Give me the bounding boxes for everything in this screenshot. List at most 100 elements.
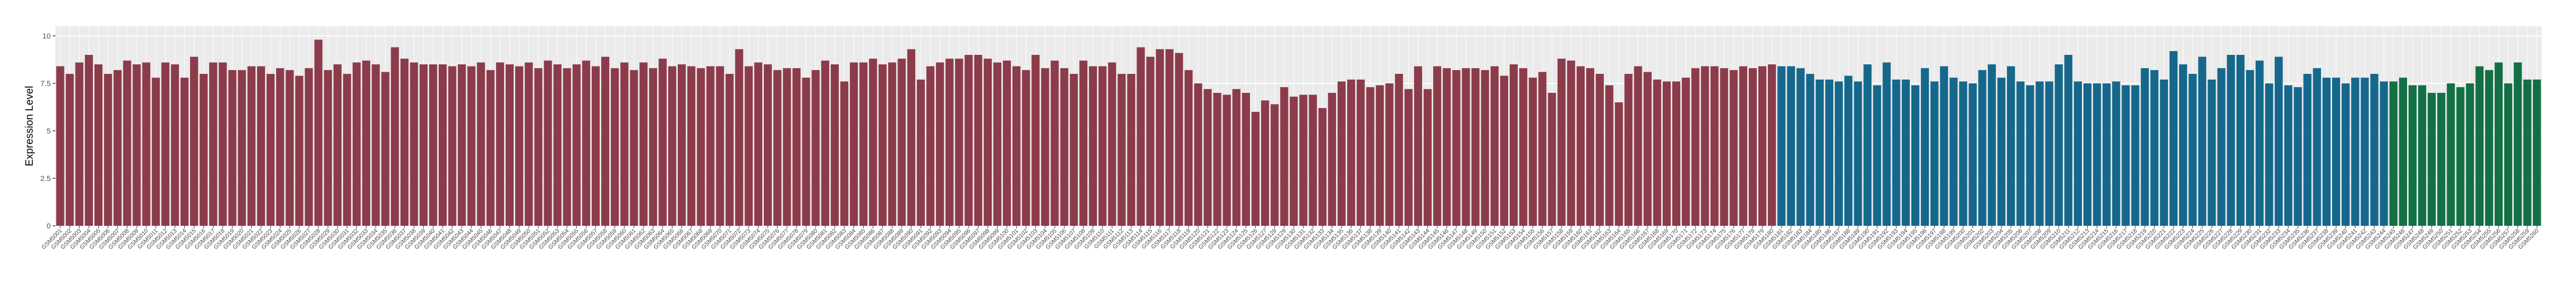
bar (1519, 68, 1528, 226)
bar (2103, 83, 2111, 226)
bar (2035, 81, 2044, 226)
bar (190, 56, 198, 226)
bar (677, 64, 686, 226)
bar (1088, 66, 1097, 226)
bar (1481, 70, 1489, 226)
bar (1271, 104, 1279, 226)
bar (1930, 81, 1939, 226)
bar (486, 70, 495, 226)
bar (1720, 68, 1728, 226)
bar (1261, 100, 1270, 226)
bar (639, 62, 648, 226)
bar (247, 66, 255, 226)
bar (2514, 62, 2522, 226)
bar (2466, 83, 2474, 226)
bar (1882, 62, 1891, 226)
bar (974, 55, 982, 226)
bar (725, 74, 734, 226)
bar (630, 70, 638, 226)
bar (983, 59, 992, 226)
bar (687, 66, 696, 226)
bar (811, 70, 820, 226)
bar (266, 74, 275, 226)
bar (2399, 78, 2407, 226)
bar (2370, 74, 2379, 226)
bar (945, 59, 954, 226)
bar (1031, 55, 1040, 226)
bar (1232, 89, 1240, 226)
bar (821, 60, 829, 226)
bar (1653, 79, 1661, 226)
bar (1863, 64, 1872, 226)
bar (2418, 85, 2427, 226)
bar (1825, 79, 1834, 226)
bar (1682, 78, 1690, 226)
bar (1624, 74, 1633, 226)
y-tick-label: 10 (42, 32, 51, 40)
y-tick-label: 2.5 (41, 174, 51, 183)
bar (2217, 68, 2225, 226)
bar (1768, 64, 1776, 226)
y-tick-label: 5 (46, 127, 51, 135)
bar (1347, 79, 1356, 226)
bar (113, 70, 122, 226)
bar (180, 78, 189, 226)
bar (1978, 70, 1986, 226)
bar (467, 66, 476, 226)
bar (2054, 64, 2063, 226)
bar (2533, 79, 2541, 226)
bar (1060, 68, 1068, 226)
bar (1194, 83, 1202, 226)
bar (1050, 60, 1059, 226)
bar (429, 64, 438, 226)
bar (830, 64, 839, 226)
bar (1777, 66, 1786, 226)
bar (2006, 66, 2015, 226)
bar (104, 74, 112, 226)
bar (2475, 66, 2484, 226)
bar (964, 55, 973, 226)
bar (1471, 68, 1480, 226)
bar (1309, 94, 1317, 226)
bar (65, 74, 74, 226)
bar (878, 64, 887, 226)
bar (2160, 79, 2168, 226)
bar (2131, 85, 2139, 226)
bar (2389, 81, 2398, 226)
bar (658, 59, 667, 226)
bar (897, 59, 906, 226)
bar (525, 62, 533, 226)
bar (1433, 66, 1442, 226)
bar (1318, 108, 1327, 226)
bar (850, 62, 858, 226)
bar (1758, 66, 1767, 226)
bar (773, 70, 782, 226)
bar (448, 66, 457, 226)
bar (783, 68, 791, 226)
bar (1012, 66, 1021, 226)
bar (620, 62, 629, 226)
bar (926, 66, 935, 226)
bar (1185, 70, 1193, 226)
bar (228, 70, 236, 226)
bar (1299, 94, 1308, 226)
bar (505, 64, 514, 226)
bar (955, 59, 963, 226)
bar (1567, 60, 1575, 226)
bar (200, 74, 208, 226)
bar (1337, 81, 1346, 226)
bar (2494, 62, 2503, 226)
bar (754, 62, 763, 226)
bar (1968, 83, 1977, 226)
bar (1643, 72, 1652, 226)
bar (2227, 55, 2235, 226)
bar (2045, 81, 2053, 226)
bar (1404, 89, 1413, 226)
bar (419, 64, 428, 226)
bar (2255, 60, 2264, 226)
bar (1854, 81, 1862, 226)
bar (792, 68, 801, 226)
bar (84, 55, 93, 226)
bar (1940, 66, 1948, 226)
bar (132, 64, 141, 226)
